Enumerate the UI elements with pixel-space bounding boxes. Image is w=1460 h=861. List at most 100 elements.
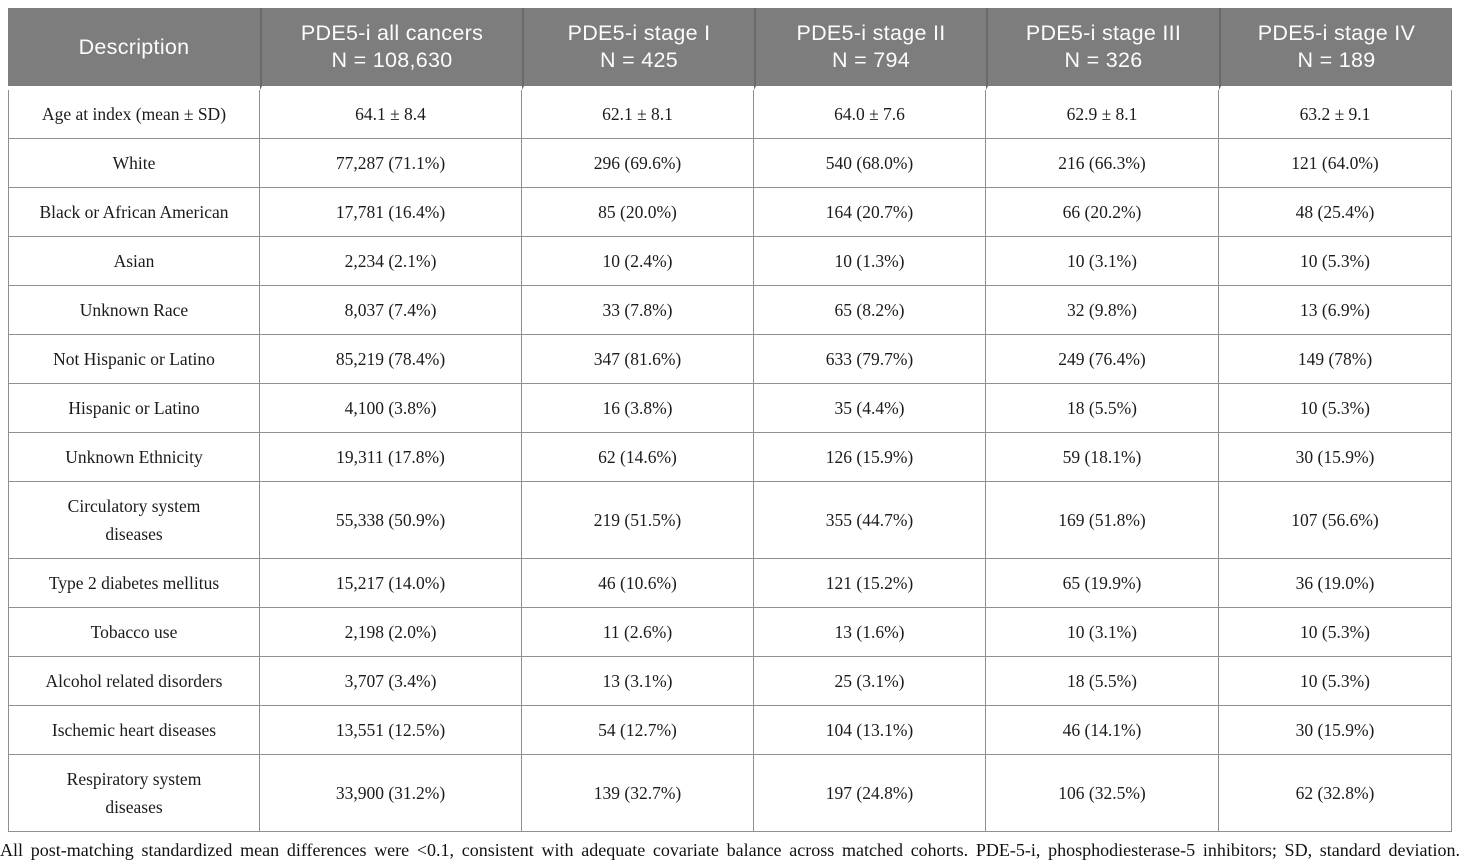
table-row: Ischemic heart diseases 13,551 (12.5%) 5… xyxy=(8,706,1452,755)
row-label: Ischemic heart diseases xyxy=(8,706,260,755)
cell-value: 347 (81.6%) xyxy=(522,335,754,384)
column-title: PDE5-i all cancers xyxy=(300,21,484,45)
cell-value: 10 (3.1%) xyxy=(986,608,1219,657)
table-row: Alcohol related disorders 3,707 (3.4%) 1… xyxy=(8,657,1452,706)
table-container: Description PDE5-i all cancers N = 108,6… xyxy=(8,8,1452,832)
cell-value: 13 (3.1%) xyxy=(522,657,754,706)
cell-value: 10 (5.3%) xyxy=(1219,657,1452,706)
column-title: Description xyxy=(78,34,190,59)
column-sample-size: N = 326 xyxy=(1064,48,1143,72)
column-header-pde5i-stage-2: PDE5-i stage II N = 794 xyxy=(754,8,986,90)
row-label: Unknown Ethnicity xyxy=(8,433,260,482)
table-row: Tobacco use 2,198 (2.0%) 11 (2.6%) 13 (1… xyxy=(8,608,1452,657)
cell-value: 164 (20.7%) xyxy=(754,188,986,237)
table-header: Description PDE5-i all cancers N = 108,6… xyxy=(8,8,1452,90)
row-label: Unknown Race xyxy=(8,286,260,335)
cell-value: 249 (76.4%) xyxy=(986,335,1219,384)
column-sample-size: N = 108,630 xyxy=(331,48,453,72)
table-row: Black or African American 17,781 (16.4%)… xyxy=(8,188,1452,237)
cell-value: 139 (32.7%) xyxy=(522,755,754,832)
cell-value: 46 (10.6%) xyxy=(522,559,754,608)
cell-value: 106 (32.5%) xyxy=(986,755,1219,832)
cell-value: 4,100 (3.8%) xyxy=(260,384,522,433)
cell-value: 85 (20.0%) xyxy=(522,188,754,237)
cell-value: 126 (15.9%) xyxy=(754,433,986,482)
cell-value: 104 (13.1%) xyxy=(754,706,986,755)
column-title: PDE5-i stage III xyxy=(1025,21,1182,45)
row-label: Age at index (mean ± SD) xyxy=(8,90,260,139)
cell-value: 15,217 (14.0%) xyxy=(260,559,522,608)
table-footnote: All post-matching standardized mean diff… xyxy=(0,840,1460,860)
cell-value: 33 (7.8%) xyxy=(522,286,754,335)
cell-value: 219 (51.5%) xyxy=(522,482,754,559)
cell-value: 19,311 (17.8%) xyxy=(260,433,522,482)
row-label: Circulatory system diseases xyxy=(8,482,260,559)
column-title: PDE5-i stage IV xyxy=(1257,21,1416,45)
row-label: Alcohol related disorders xyxy=(8,657,260,706)
cell-value: 55,338 (50.9%) xyxy=(260,482,522,559)
cell-value: 10 (3.1%) xyxy=(986,237,1219,286)
cell-value: 62 (32.8%) xyxy=(1219,755,1452,832)
table-row: Hispanic or Latino 4,100 (3.8%) 16 (3.8%… xyxy=(8,384,1452,433)
cell-value: 46 (14.1%) xyxy=(986,706,1219,755)
cell-value: 216 (66.3%) xyxy=(986,139,1219,188)
cell-value: 197 (24.8%) xyxy=(754,755,986,832)
cell-value: 63.2 ± 9.1 xyxy=(1219,90,1452,139)
cell-value: 85,219 (78.4%) xyxy=(260,335,522,384)
header-row: Description PDE5-i all cancers N = 108,6… xyxy=(8,8,1452,90)
demographics-table: Description PDE5-i all cancers N = 108,6… xyxy=(8,8,1452,832)
cell-value: 11 (2.6%) xyxy=(522,608,754,657)
cell-value: 13 (1.6%) xyxy=(754,608,986,657)
cell-value: 540 (68.0%) xyxy=(754,139,986,188)
cell-value: 48 (25.4%) xyxy=(1219,188,1452,237)
cell-value: 10 (5.3%) xyxy=(1219,384,1452,433)
cell-value: 62.9 ± 8.1 xyxy=(986,90,1219,139)
table-row: Type 2 diabetes mellitus 15,217 (14.0%) … xyxy=(8,559,1452,608)
cell-value: 62.1 ± 8.1 xyxy=(522,90,754,139)
cell-value: 10 (2.4%) xyxy=(522,237,754,286)
column-sample-size: N = 425 xyxy=(599,48,678,72)
row-label: Not Hispanic or Latino xyxy=(8,335,260,384)
row-label: Hispanic or Latino xyxy=(8,384,260,433)
cell-value: 30 (15.9%) xyxy=(1219,433,1452,482)
row-label: Respiratory system diseases xyxy=(8,755,260,832)
cell-value: 3,707 (3.4%) xyxy=(260,657,522,706)
table-row: Circulatory system diseases 55,338 (50.9… xyxy=(8,482,1452,559)
cell-value: 32 (9.8%) xyxy=(986,286,1219,335)
row-label: White xyxy=(8,139,260,188)
column-sample-size: N = 794 xyxy=(831,48,910,72)
column-sample-size: N = 189 xyxy=(1297,48,1376,72)
cell-value: 54 (12.7%) xyxy=(522,706,754,755)
cell-value: 62 (14.6%) xyxy=(522,433,754,482)
cell-value: 121 (64.0%) xyxy=(1219,139,1452,188)
table-body: Age at index (mean ± SD) 64.1 ± 8.4 62.1… xyxy=(8,90,1452,832)
cell-value: 25 (3.1%) xyxy=(754,657,986,706)
cell-value: 8,037 (7.4%) xyxy=(260,286,522,335)
cell-value: 10 (5.3%) xyxy=(1219,237,1452,286)
row-label: Tobacco use xyxy=(8,608,260,657)
cell-value: 355 (44.7%) xyxy=(754,482,986,559)
cell-value: 33,900 (31.2%) xyxy=(260,755,522,832)
row-label: Black or African American xyxy=(8,188,260,237)
cell-value: 64.1 ± 8.4 xyxy=(260,90,522,139)
table-row: Unknown Ethnicity 19,311 (17.8%) 62 (14.… xyxy=(8,433,1452,482)
cell-value: 149 (78%) xyxy=(1219,335,1452,384)
table-row: Respiratory system diseases 33,900 (31.2… xyxy=(8,755,1452,832)
column-header-pde5i-stage-1: PDE5-i stage I N = 425 xyxy=(522,8,754,90)
cell-value: 296 (69.6%) xyxy=(522,139,754,188)
table-row: Unknown Race 8,037 (7.4%) 33 (7.8%) 65 (… xyxy=(8,286,1452,335)
cell-value: 2,198 (2.0%) xyxy=(260,608,522,657)
cell-value: 77,287 (71.1%) xyxy=(260,139,522,188)
column-header-pde5i-stage-4: PDE5-i stage IV N = 189 xyxy=(1219,8,1452,90)
cell-value: 66 (20.2%) xyxy=(986,188,1219,237)
cell-value: 36 (19.0%) xyxy=(1219,559,1452,608)
table-row: White 77,287 (71.1%) 296 (69.6%) 540 (68… xyxy=(8,139,1452,188)
cell-value: 633 (79.7%) xyxy=(754,335,986,384)
cell-value: 2,234 (2.1%) xyxy=(260,237,522,286)
table-row: Age at index (mean ± SD) 64.1 ± 8.4 62.1… xyxy=(8,90,1452,139)
cell-value: 64.0 ± 7.6 xyxy=(754,90,986,139)
cell-value: 107 (56.6%) xyxy=(1219,482,1452,559)
row-label: Asian xyxy=(8,237,260,286)
cell-value: 35 (4.4%) xyxy=(754,384,986,433)
column-header-description: Description xyxy=(8,8,260,90)
